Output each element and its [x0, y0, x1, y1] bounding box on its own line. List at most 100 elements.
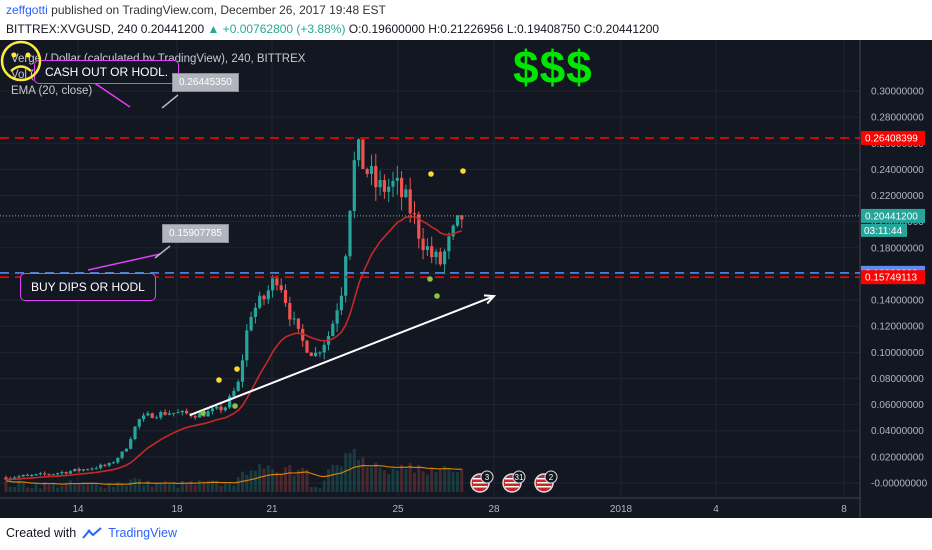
volume-bar — [305, 469, 309, 492]
volume-bar — [335, 465, 339, 492]
candle-body — [271, 278, 275, 291]
candle-body — [21, 474, 25, 477]
volume-bar — [352, 448, 356, 492]
event-count-badge — [544, 470, 558, 484]
volume-bar — [438, 469, 442, 492]
author-link[interactable]: zeffgotti — [6, 3, 48, 17]
x-tick-label: 14 — [72, 504, 84, 515]
candle-body — [455, 215, 460, 226]
event-count-label: 2 — [549, 473, 554, 482]
callout-connector — [87, 253, 161, 271]
candle-body — [180, 410, 184, 413]
candle-body — [404, 189, 408, 198]
event-flag-icon[interactable]: 2 — [534, 470, 558, 493]
legend-ema: EMA (20, close) — [11, 85, 93, 97]
volume-bar — [219, 485, 223, 492]
volume-bar — [296, 469, 300, 492]
cashout-callout[interactable]: CASH OUT OR HODL. — [34, 60, 180, 84]
volume-bar — [60, 485, 64, 492]
candle-body — [348, 210, 352, 257]
horizontal-line-label-bg — [861, 270, 925, 285]
volume-bar — [223, 481, 227, 492]
volume-bar — [348, 453, 352, 492]
candle-body — [137, 419, 141, 427]
trendline — [189, 295, 495, 416]
candle-body — [369, 165, 374, 174]
x-tick-label: 21 — [266, 504, 278, 515]
volume-bar — [378, 467, 382, 492]
candle-body — [352, 160, 356, 211]
volume-bar — [288, 465, 292, 492]
candle-body — [99, 464, 103, 469]
candle-body — [64, 472, 68, 474]
volume-bar — [146, 480, 150, 492]
candle-body — [124, 448, 128, 452]
x-tick-label: 4 — [713, 504, 719, 515]
volume-bar — [215, 481, 219, 492]
candle-body — [438, 251, 442, 265]
candle-body — [357, 139, 361, 161]
volume-bar — [163, 481, 167, 492]
volume-bar — [34, 483, 38, 492]
buydips-callout[interactable]: BUY DIPS OR HODL — [20, 273, 156, 301]
tradingview-link[interactable]: TradingView — [108, 526, 177, 540]
tradingview-logo-icon — [82, 527, 102, 539]
candle-body — [159, 412, 163, 418]
horizontal-line-label: 0.26408399 — [865, 133, 918, 144]
volume-bar — [275, 472, 279, 492]
volume-bar — [236, 477, 240, 492]
money-annotation: $$$ — [513, 41, 593, 93]
volume-bar — [391, 468, 395, 492]
volume-bar — [456, 472, 459, 492]
callout-connector — [89, 79, 131, 108]
y-tick-label: 0.08000000 — [871, 374, 924, 385]
candle-body — [4, 477, 8, 480]
frown-face-icon — [0, 40, 42, 82]
volume-bar — [271, 469, 275, 492]
symbol-header: BITTREX:XVGUSD, 240 0.20441200 ▲ +0.0076… — [6, 22, 659, 36]
signal-dot — [216, 377, 222, 383]
y-tick-label: 0.30000000 — [871, 87, 924, 98]
candle-body — [288, 303, 292, 320]
volume-bar — [322, 480, 326, 492]
signal-dot — [428, 171, 434, 177]
volume-bar — [232, 485, 236, 492]
volume-bar — [357, 459, 361, 492]
y-tick-label: 0.18000000 — [871, 243, 924, 254]
signal-dot — [232, 403, 238, 409]
price-tag-mid[interactable]: 0.15907785 — [162, 224, 229, 243]
event-flag-icon[interactable]: 3 — [470, 470, 494, 493]
candle-body — [34, 474, 38, 476]
candle-body — [262, 295, 266, 300]
candle-body — [197, 413, 202, 418]
candle-body — [305, 340, 309, 353]
flag-stripe — [537, 482, 551, 484]
volume-bar — [404, 469, 408, 492]
change-text: ▲ +0.00762800 (+3.88%) — [207, 22, 346, 36]
candle-body — [387, 186, 391, 192]
price-chart[interactable]: 0.300000000.280000000.260000000.24000000… — [0, 40, 932, 518]
candle-body — [206, 411, 210, 417]
volume-bar — [142, 485, 146, 492]
candle-body — [460, 215, 464, 220]
flag-stripe — [473, 486, 487, 488]
chart-panel[interactable]: 0.300000000.280000000.260000000.24000000… — [0, 40, 932, 518]
candle-body — [120, 451, 124, 458]
volume-bar — [8, 487, 12, 492]
candle-body — [391, 180, 395, 187]
ohlc-text: O:0.19600000 H:0.21226956 L:0.19408750 C… — [348, 22, 660, 36]
event-count-badge — [512, 470, 526, 484]
candle-body — [258, 295, 262, 308]
candle-body — [163, 412, 167, 415]
volume-bar — [395, 470, 399, 492]
published-text: published on TradingView.com, December 2… — [51, 3, 386, 17]
x-tick-label: 25 — [392, 504, 404, 515]
trendline-arrowhead — [483, 294, 497, 305]
candle-body — [81, 469, 85, 471]
event-flag-icon[interactable]: 31 — [502, 470, 526, 493]
price-tag-top[interactable]: 0.26445350 — [172, 73, 239, 92]
signal-dot — [434, 293, 440, 299]
x-tick-label: 2018 — [610, 504, 633, 515]
flag-stripe — [505, 482, 519, 484]
candle-body — [94, 468, 98, 470]
